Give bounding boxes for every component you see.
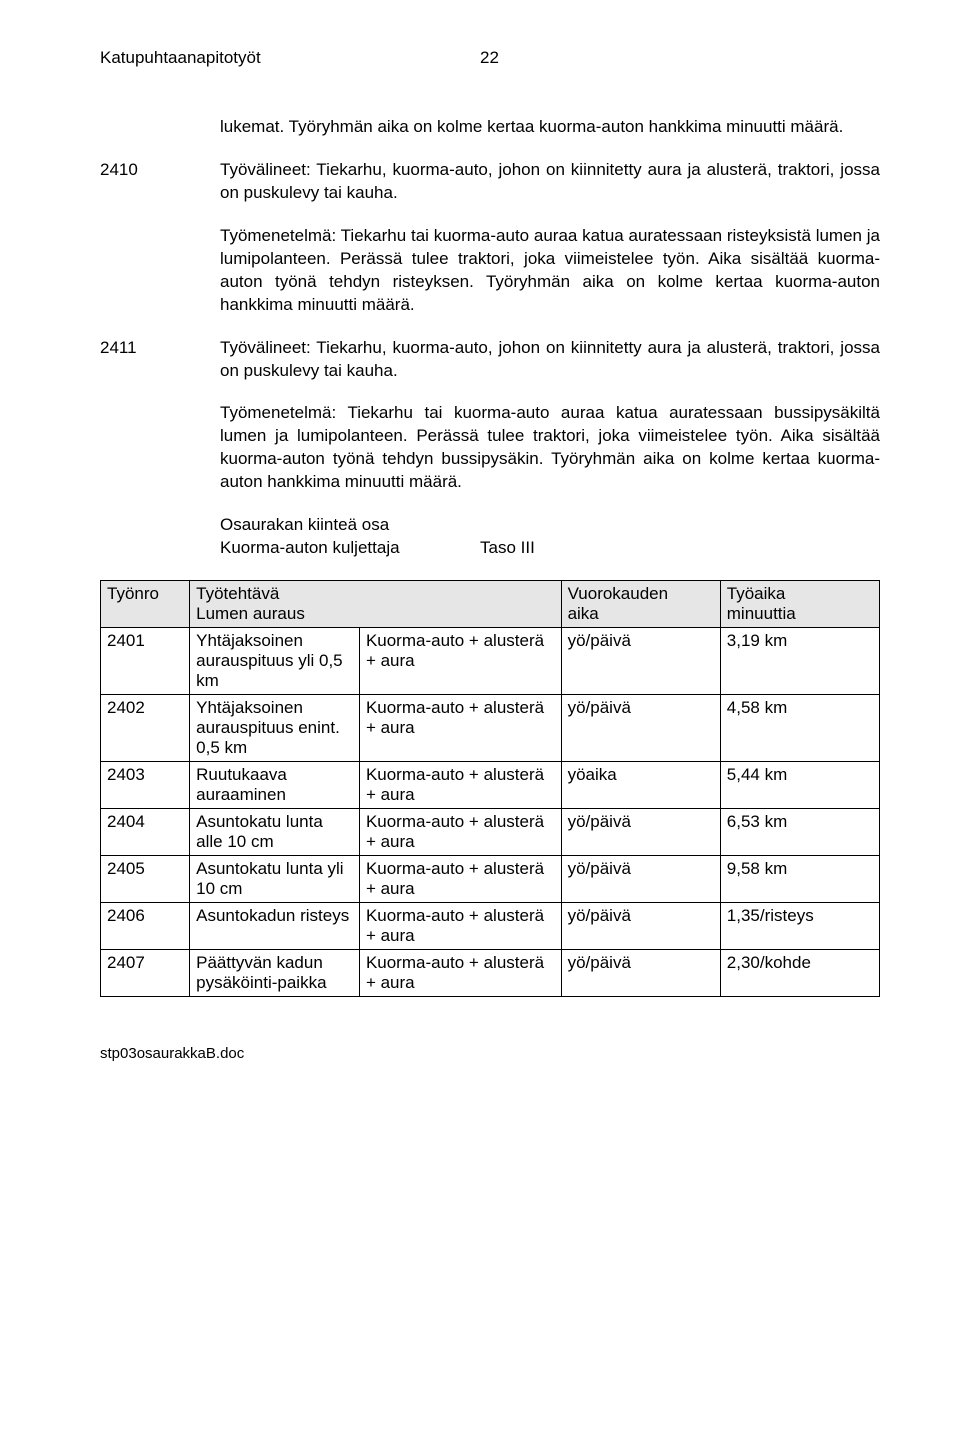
cell-tyoaika: 4,58 km [720,695,879,762]
cell-tyonro: 2404 [101,809,190,856]
cell-aika: yö/päivä [561,950,720,997]
table-row: 2403Ruutukaava auraaminenKuorma-auto + a… [101,762,880,809]
cell-tyonro: 2405 [101,856,190,903]
doc-title: Katupuhtaanapitotyöt [100,48,480,68]
table-header-row: Työnro Työtehtävä Lumen auraus Vuorokaud… [101,581,880,628]
section-2411-method: Työmenetelmä: Tiekarhu tai kuorma-auto a… [220,402,880,494]
table-row: 2401Yhtäjaksoinen aurauspituus yli 0,5 k… [101,628,880,695]
cell-tehtava: Asuntokatu lunta alle 10 cm [190,809,360,856]
subheading-level: Taso III [480,537,535,560]
col-header-vuorokauden: Vuorokauden aika [561,581,720,628]
cell-kalusto: Kuorma-auto + alusterä + aura [359,762,561,809]
cell-tyonro: 2406 [101,903,190,950]
cell-tyoaika: 6,53 km [720,809,879,856]
col-header-tyotehtava-2: Lumen auraus [196,604,305,623]
cell-tehtava: Asuntokatu lunta yli 10 cm [190,856,360,903]
section-text: Työvälineet: Tiekarhu, kuorma-auto, joho… [220,337,880,383]
cell-kalusto: Kuorma-auto + alusterä + aura [359,950,561,997]
cell-tehtava: Yhtäjaksoinen aurauspituus yli 0,5 km [190,628,360,695]
cell-tyoaika: 9,58 km [720,856,879,903]
cell-kalusto: Kuorma-auto + alusterä + aura [359,628,561,695]
col-header-vuorokauden-1: Vuorokauden [568,584,669,603]
cell-aika: yö/päivä [561,903,720,950]
table-body: 2401Yhtäjaksoinen aurauspituus yli 0,5 k… [101,628,880,997]
col-header-tyotehtava-1: Työtehtävä [196,584,279,603]
page: Katupuhtaanapitotyöt 22 lukemat. Työryhm… [0,0,960,1102]
table-row: 2406Asuntokadun risteysKuorma-auto + alu… [101,903,880,950]
cell-tehtava: Yhtäjaksoinen aurauspituus enint. 0,5 km [190,695,360,762]
intro-paragraph: lukemat. Työryhmän aika on kolme kertaa … [220,116,880,139]
cell-tyonro: 2401 [101,628,190,695]
section-2410-method: Työmenetelmä: Tiekarhu tai kuorma-auto a… [220,225,880,317]
table-row: 2402Yhtäjaksoinen aurauspituus enint. 0,… [101,695,880,762]
cell-tyonro: 2402 [101,695,190,762]
cell-tyoaika: 1,35/risteys [720,903,879,950]
cell-aika: yöaika [561,762,720,809]
col-header-tyotehtava: Työtehtävä Lumen auraus [190,581,561,628]
page-header: Katupuhtaanapitotyöt 22 [100,48,880,68]
section-2410: 2410 Työvälineet: Tiekarhu, kuorma-auto,… [220,159,880,205]
cell-tehtava: Ruutukaava auraaminen [190,762,360,809]
subheading-line2: Kuorma-auton kuljettaja Taso III [220,537,880,560]
col-header-tyoaika: Työaika minuuttia [720,581,879,628]
cell-kalusto: Kuorma-auto + alusterä + aura [359,695,561,762]
cell-aika: yö/päivä [561,856,720,903]
section-text: Työvälineet: Tiekarhu, kuorma-auto, joho… [220,159,880,205]
cell-tyonro: 2407 [101,950,190,997]
col-header-vuorokauden-2: aika [568,604,599,623]
col-header-tyoaika-2: minuuttia [727,604,796,623]
subheading-role: Kuorma-auton kuljettaja [220,537,480,560]
cell-tyoaika: 3,19 km [720,628,879,695]
section-number: 2410 [100,159,220,205]
cell-kalusto: Kuorma-auto + alusterä + aura [359,903,561,950]
cell-kalusto: Kuorma-auto + alusterä + aura [359,856,561,903]
col-header-tyoaika-1: Työaika [727,584,786,603]
body-content: lukemat. Työryhmän aika on kolme kertaa … [220,116,880,560]
cell-tyoaika: 2,30/kohde [720,950,879,997]
cell-tyonro: 2403 [101,762,190,809]
table-row: 2405Asuntokatu lunta yli 10 cmKuorma-aut… [101,856,880,903]
cell-kalusto: Kuorma-auto + alusterä + aura [359,809,561,856]
cell-tehtava: Asuntokadun risteys [190,903,360,950]
cell-tehtava: Päättyvän kadun pysäköinti-paikka [190,950,360,997]
section-number: 2411 [100,337,220,383]
section-2411: 2411 Työvälineet: Tiekarhu, kuorma-auto,… [220,337,880,383]
cell-aika: yö/päivä [561,628,720,695]
cell-tyoaika: 5,44 km [720,762,879,809]
table-row: 2407Päättyvän kadun pysäköinti-paikkaKuo… [101,950,880,997]
table-row: 2404Asuntokatu lunta alle 10 cmKuorma-au… [101,809,880,856]
work-table: Työnro Työtehtävä Lumen auraus Vuorokaud… [100,580,880,997]
subheading-line1: Osaurakan kiinteä osa [220,514,880,537]
cell-aika: yö/päivä [561,695,720,762]
col-header-tyonro: Työnro [101,581,190,628]
footer-filename: stp03osaurakkaB.doc [100,1045,880,1062]
page-number: 22 [480,48,499,68]
cell-aika: yö/päivä [561,809,720,856]
